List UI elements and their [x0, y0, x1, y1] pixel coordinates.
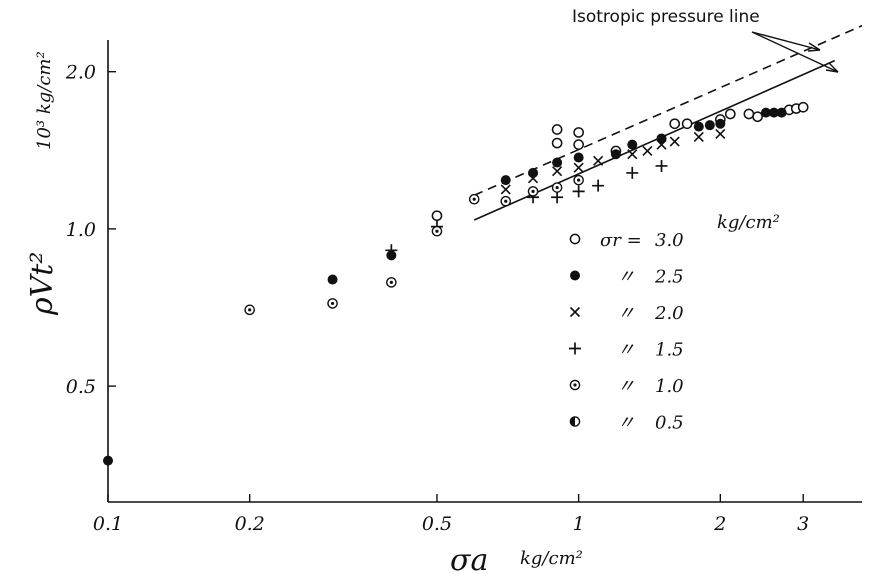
legend-ditto: 〃 — [617, 413, 635, 434]
data-point-plus — [385, 244, 398, 257]
data-point-dotted-circle — [573, 174, 584, 186]
legend-marker-dotted-circle — [569, 379, 581, 391]
data-point-filled-circle — [103, 455, 113, 466]
legend-ditto: 〃 — [617, 376, 635, 397]
data-point-cross — [693, 131, 704, 143]
x-tick-label: 2 — [713, 513, 726, 535]
x-tick-label: 3 — [797, 513, 809, 535]
data-point-cross — [500, 184, 511, 195]
data-point-cross — [642, 145, 653, 157]
data-point-filled-circle — [528, 167, 539, 178]
isotropic-pressure-annotation: Isotropic pressure line — [572, 7, 760, 27]
y-tick-label: 1.0 — [66, 219, 96, 241]
legend-value: 1.0 — [655, 376, 684, 397]
data-point-open-circle — [724, 108, 736, 120]
data-point-cross — [593, 155, 604, 166]
legend-value: 0.5 — [655, 413, 684, 434]
data-point-filled-circle — [656, 133, 667, 144]
data-point-open-circle — [669, 118, 681, 130]
data-points — [103, 101, 809, 466]
data-point-cross — [656, 139, 667, 150]
data-point-filled-circle — [573, 152, 584, 163]
data-point-dotted-circle — [244, 304, 255, 316]
x-tick-label: 0.1 — [93, 513, 123, 535]
legend-unit: kg/cm² — [717, 212, 780, 233]
legend-marker-plus — [569, 342, 581, 355]
data-point-filled-circle — [704, 120, 715, 131]
data-point-cross — [573, 162, 584, 173]
data-point-open-circle — [551, 137, 563, 149]
data-point-dotted-circle — [551, 182, 563, 193]
x-axis-unit: kg/cm² — [520, 548, 583, 569]
legend-value: 2.0 — [654, 303, 684, 324]
annotation-arrow-solid — [751, 31, 839, 73]
legend-prefix: σr = — [600, 230, 642, 251]
legend-marker-cross — [569, 306, 581, 318]
isotropic-line-solid — [473, 59, 836, 221]
data-point-filled-circle — [776, 107, 787, 118]
legend-ditto: 〃 — [617, 267, 635, 288]
data-point-filled-circle — [693, 121, 704, 132]
data-point-filled-circle — [552, 157, 563, 168]
data-point-open-circle — [573, 139, 584, 150]
data-point-cross — [669, 136, 680, 147]
data-point-open-circle — [797, 101, 809, 113]
legend-ditto: 〃 — [617, 303, 635, 324]
data-point-filled-circle — [610, 149, 621, 160]
data-point-open-circle — [681, 118, 693, 130]
data-point-open-circle — [743, 108, 755, 120]
arrowhead-solid — [825, 62, 839, 73]
legend-marker-half-filled-circle — [569, 416, 581, 427]
data-point-filled-circle — [715, 118, 726, 129]
data-point-cross — [527, 173, 539, 184]
data-point-open-circle — [752, 111, 763, 123]
data-point-filled-circle — [327, 274, 338, 285]
data-point-open-circle — [573, 127, 584, 138]
axes — [107, 40, 862, 503]
data-point-dotted-circle — [527, 186, 539, 197]
data-point-plus — [572, 185, 585, 198]
data-point-filled-circle — [500, 175, 511, 186]
legend-marker-open-circle — [569, 233, 581, 245]
data-point-filled-circle — [627, 139, 638, 150]
y-axis-label: ρVt² — [25, 252, 60, 316]
x-axis-label: σa — [450, 543, 488, 578]
y-tick-label: 0.5 — [66, 376, 96, 398]
annotation-arrow-dashed — [751, 31, 821, 51]
data-point-plus — [551, 191, 564, 204]
x-tick-label: 1 — [573, 513, 585, 535]
data-point-plus — [655, 159, 668, 172]
data-point-dotted-circle — [386, 277, 397, 288]
y-axis-unit: 10³ kg/cm² — [34, 51, 55, 150]
data-point-dotted-circle — [468, 193, 480, 205]
legend: σr = kg/cm² 3.0 〃 2.5 〃 2.0 〃 1.5 〃 1.0 〃 0.5 — [569, 212, 780, 434]
legend-value: 2.5 — [654, 267, 684, 288]
data-point-open-circle — [551, 124, 563, 135]
y-tick-label: 2.0 — [65, 62, 96, 84]
data-point-cross — [715, 128, 726, 140]
legend-value: 1.5 — [655, 340, 684, 361]
arrowhead-dashed — [807, 42, 821, 52]
x-tick-label: 0.2 — [235, 513, 265, 535]
legend-ditto: 〃 — [617, 340, 635, 361]
data-point-cross — [552, 166, 563, 177]
tick-labels: 0.1 0.2 0.5 1 2 3 0.5 1.0 2.0 — [65, 62, 809, 535]
x-tick-label: 0.5 — [422, 513, 452, 535]
legend-value: 3.0 — [655, 230, 684, 251]
data-point-open-circle — [431, 210, 443, 222]
data-point-dotted-circle — [431, 225, 443, 237]
data-point-filled-circle — [760, 107, 771, 118]
data-point-plus — [592, 179, 605, 192]
isotropic-line-dashed — [473, 24, 863, 196]
data-point-dotted-circle — [500, 195, 512, 207]
legend-marker-filled-circle — [570, 270, 580, 281]
data-point-plus — [626, 166, 639, 179]
data-point-cross — [627, 149, 638, 160]
data-point-dotted-circle — [327, 298, 338, 309]
data-point-filled-circle — [768, 107, 779, 118]
